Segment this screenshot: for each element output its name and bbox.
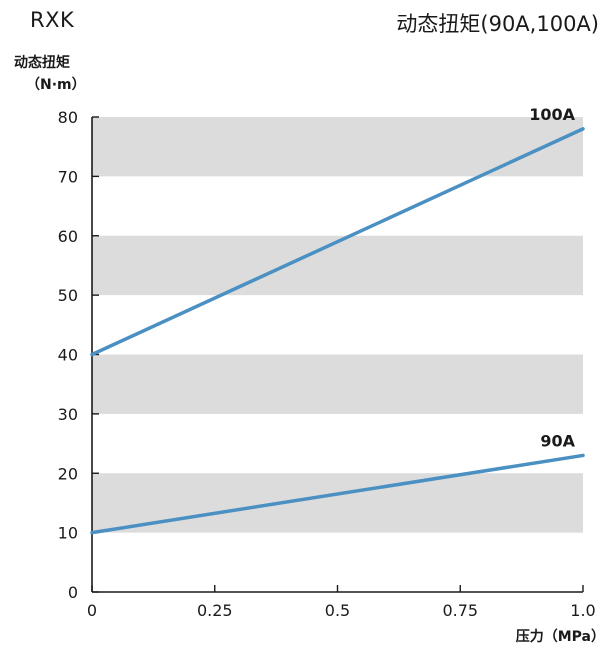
chart-title: 动态扭矩(90A,100A) <box>396 12 599 36</box>
x-tick-label: 1.0 <box>570 601 595 620</box>
y-tick-label: 50 <box>58 286 78 305</box>
y-tick-label: 60 <box>58 227 78 246</box>
x-tick-label: 0.5 <box>325 601 350 620</box>
grid-band <box>92 117 583 177</box>
y-tick-label: 0 <box>68 583 78 602</box>
x-tick-label: 0 <box>87 601 97 620</box>
x-tick-label: 0.75 <box>442 601 478 620</box>
y-tick-label: 80 <box>58 108 78 127</box>
y-tick-label: 10 <box>58 524 78 543</box>
y-axis-label: 动态扭矩 <box>14 55 70 71</box>
y-tick-label: 20 <box>58 464 78 483</box>
series-line-100A <box>90 127 585 357</box>
y-axis-unit: （N·m） <box>26 77 86 93</box>
grid-band <box>92 235 583 296</box>
grid-band <box>92 354 583 414</box>
x-axis-label: 压力（MPa） <box>515 629 605 645</box>
grid-band <box>92 473 583 533</box>
series-line-90A <box>90 453 585 535</box>
x-tick-label: 0.25 <box>197 601 233 620</box>
y-tick-label: 30 <box>58 405 78 424</box>
series-label-100A: 100A <box>529 105 575 124</box>
series-label-90A: 90A <box>540 431 575 450</box>
chart-model-label: RXK <box>30 8 75 32</box>
y-tick-label: 70 <box>58 167 78 186</box>
y-tick-label: 40 <box>58 346 78 365</box>
